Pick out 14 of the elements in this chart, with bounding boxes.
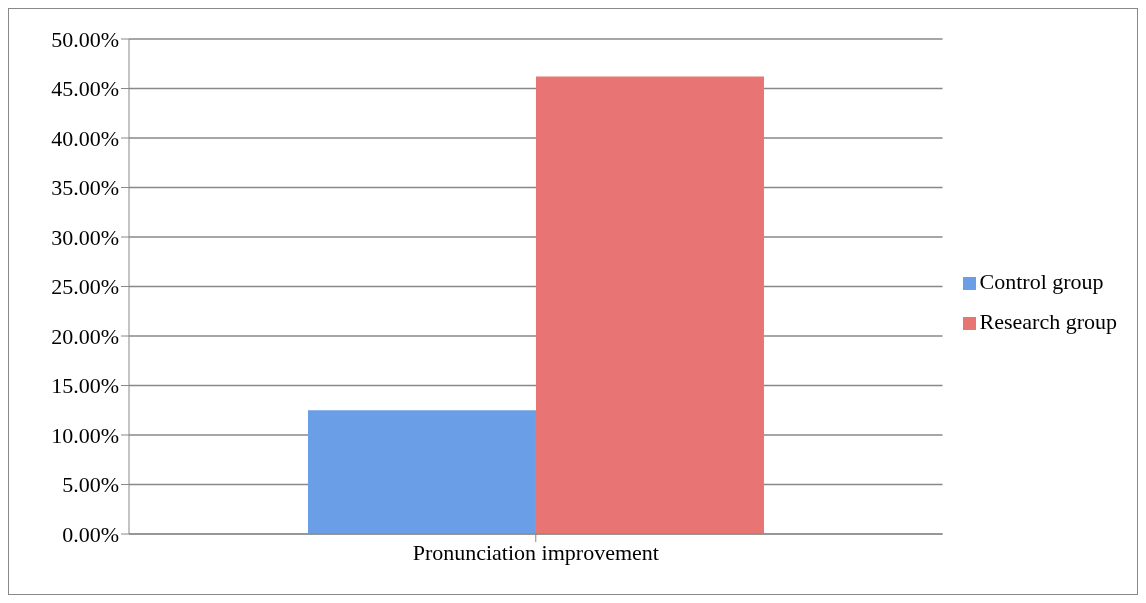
y-tick-label: 20.00% xyxy=(51,323,119,349)
y-tick-label: 10.00% xyxy=(51,422,119,448)
y-tick-label: 5.00% xyxy=(62,472,119,498)
y-tick-label: 40.00% xyxy=(51,125,119,151)
y-tick-label: 30.00% xyxy=(51,224,119,250)
x-tick-label: Pronunciation improvement xyxy=(412,539,659,565)
y-tick-label: 0.00% xyxy=(62,521,119,547)
y-tick-label: 50.00% xyxy=(51,26,119,52)
legend-label: Control group xyxy=(979,268,1104,294)
y-tick-label: 45.00% xyxy=(51,76,119,102)
legend-label: Research group xyxy=(979,308,1117,334)
y-tick-label: 35.00% xyxy=(51,175,119,201)
y-tick-label: 15.00% xyxy=(51,373,119,399)
y-tick-label: 25.00% xyxy=(51,274,119,300)
